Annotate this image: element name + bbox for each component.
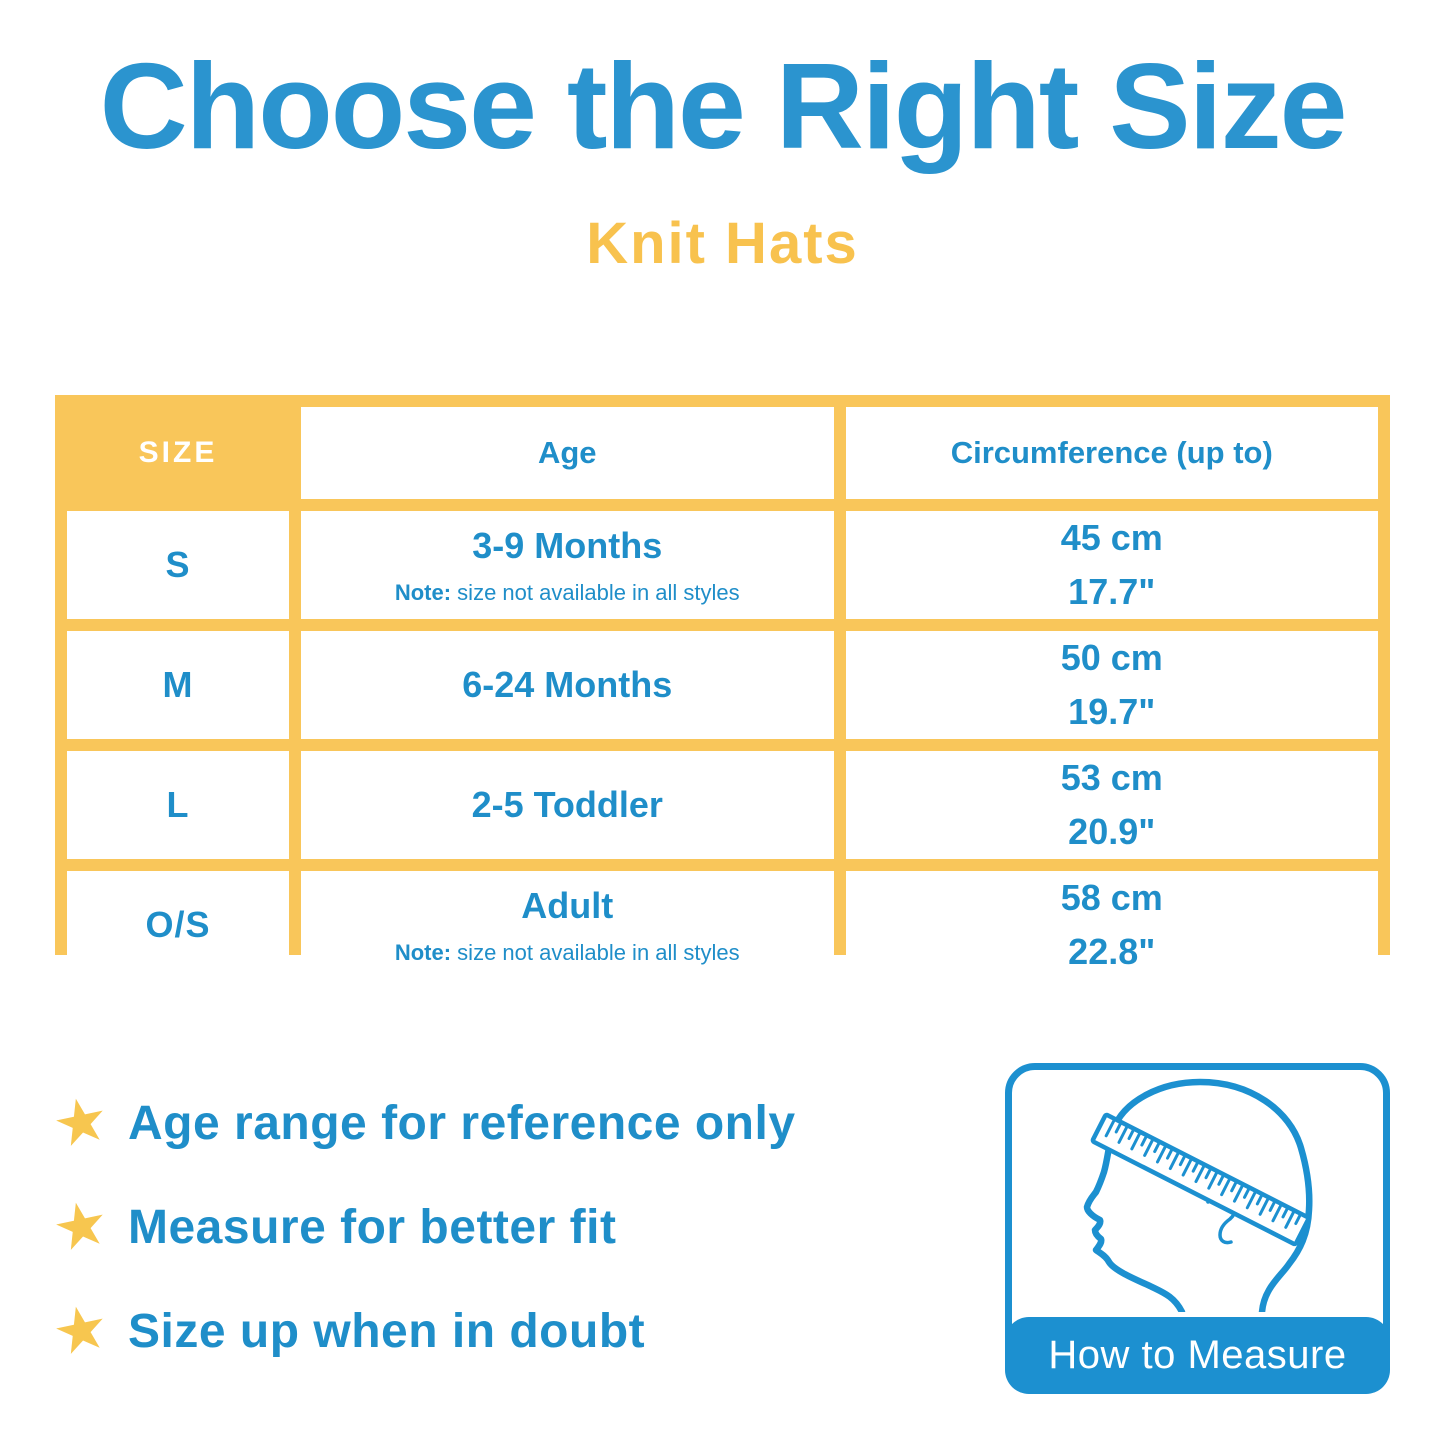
size-cell-s: S [67, 511, 289, 619]
star-icon: ★ [46, 1186, 116, 1267]
page-title: Choose the Right Size [99, 38, 1348, 174]
note-label: Note: [394, 579, 452, 605]
circumference-cell-l: 53 cm 20.9" [845, 751, 1378, 859]
head-measurement-illustration [1083, 1078, 1313, 1312]
circumference-cm: 53 cm [1060, 757, 1163, 798]
how-to-measure-box: How to Measure [1005, 1063, 1390, 1394]
circumference-cell-s: 45 cm 17.7" [845, 511, 1378, 619]
tip-text: Measure for better fit [128, 1200, 617, 1254]
circumference-cell-m: 50 cm 19.7" [845, 631, 1378, 739]
age-value: 2-5 Toddler [471, 784, 663, 826]
star-icon: ★ [46, 1082, 116, 1163]
head-outline [1083, 1078, 1313, 1312]
tip-text: Age range for reference only [128, 1096, 796, 1150]
column-header-circumference: Circumference (up to) [845, 407, 1378, 499]
size-cell-os: O/S [67, 871, 289, 979]
age-value: Adult [521, 885, 614, 927]
page-subtitle: Knit Hats [586, 211, 859, 276]
note-text: size not available in all styles [451, 939, 740, 965]
tip-text: Size up when in doubt [128, 1304, 646, 1358]
tip-item: ★ Measure for better fit [47, 1187, 796, 1266]
tip-item: ★ Age range for reference only [47, 1083, 796, 1162]
age-value: 6-24 Months [462, 664, 673, 706]
circumference-in: 22.8" [1068, 931, 1156, 972]
circumference-cm: 58 cm [1060, 877, 1163, 918]
note-label: Note: [394, 939, 452, 965]
age-cell-m: 6-24 Months [301, 631, 834, 739]
size-cell-m: M [67, 631, 289, 739]
age-note: Note: size not available in all styles [395, 940, 740, 966]
age-note: Note: size not available in all styles [395, 580, 740, 606]
size-table: SIZE Age Circumference (up to) S 3-9 Mon… [55, 395, 1390, 979]
circumference-cm: 50 cm [1060, 637, 1163, 678]
tips-list: ★ Age range for reference only ★ Measure… [47, 1083, 796, 1402]
circumference-in: 20.9" [1068, 811, 1156, 852]
age-cell-os: Adult Note: size not available in all st… [301, 871, 834, 979]
age-cell-s: 3-9 Months Note: size not available in a… [301, 511, 834, 619]
size-cell-l: L [67, 751, 289, 859]
circumference-cell-os: 58 cm 22.8" [845, 871, 1378, 979]
age-cell-l: 2-5 Toddler [301, 751, 834, 859]
tip-item: ★ Size up when in doubt [47, 1291, 796, 1370]
column-header-size: SIZE [67, 407, 289, 499]
circumference-in: 17.7" [1068, 571, 1156, 612]
how-to-measure-label: How to Measure [1005, 1317, 1390, 1394]
measuring-tape-icon [1090, 1112, 1311, 1247]
star-icon: ★ [46, 1290, 116, 1371]
column-header-age: Age [301, 407, 834, 499]
age-value: 3-9 Months [472, 525, 663, 567]
circumference-in: 19.7" [1068, 691, 1156, 732]
note-text: size not available in all styles [451, 579, 740, 605]
circumference-cm: 45 cm [1060, 517, 1163, 558]
